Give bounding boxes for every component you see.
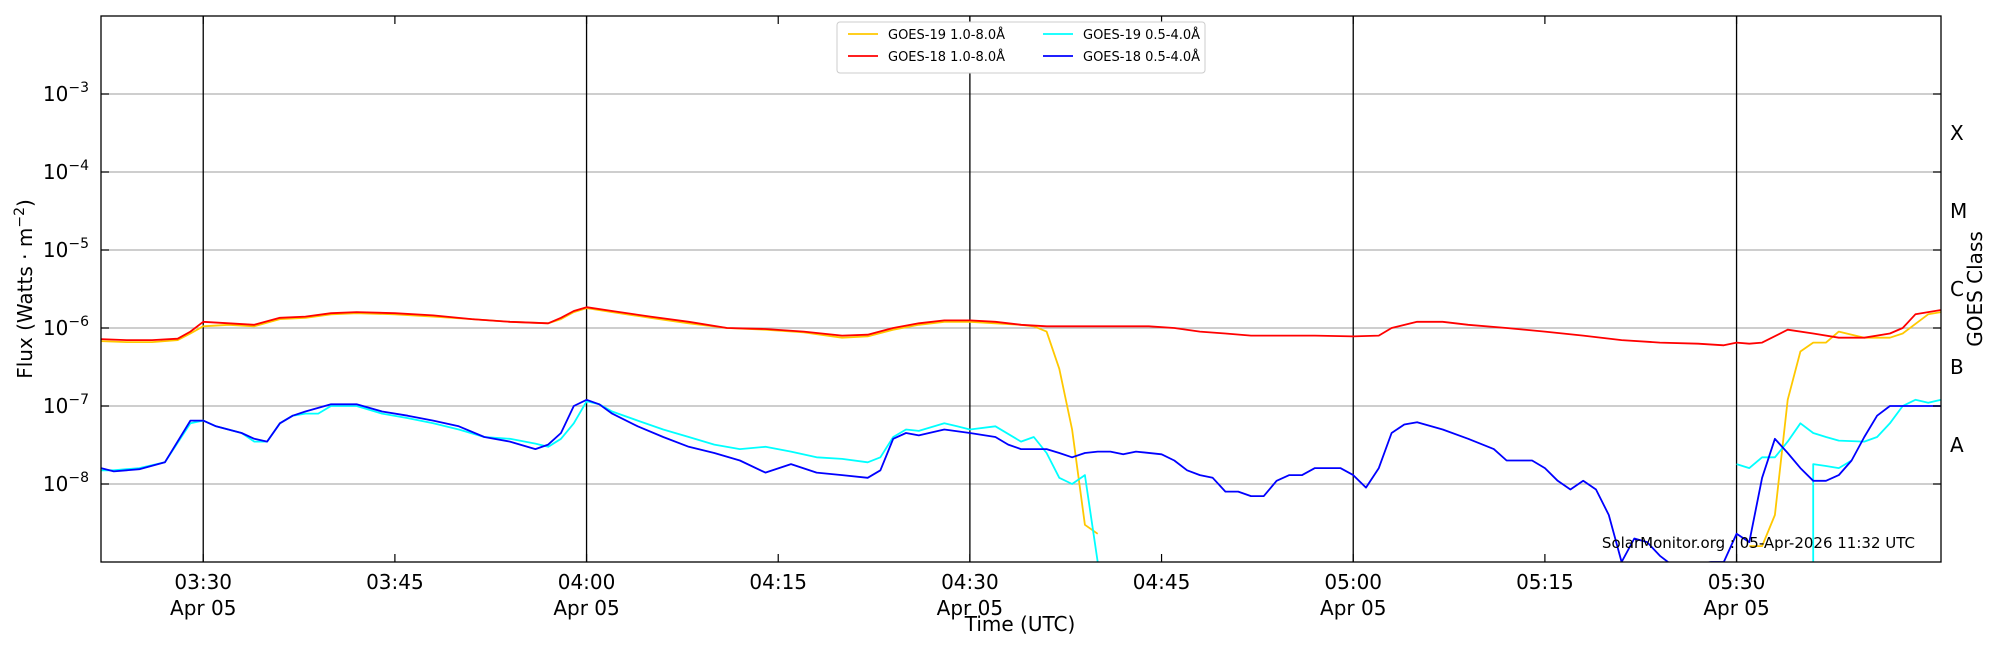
y-tick-label: 10−8 (43, 470, 89, 496)
legend-label: GOES-19 0.5-4.0Å (1083, 27, 1200, 43)
goes-class-label: X (1950, 121, 1964, 145)
x-tick-time-label: 03:45 (366, 570, 424, 594)
x-tick-date-label: Apr 05 (170, 596, 236, 620)
series-line-goes-18-0-5-4-0- (101, 398, 1941, 562)
horizontal-gridlines (101, 93, 1941, 485)
credit-text: SolarMonitor.org : 05-Apr-2026 11:32 UTC (1602, 534, 1915, 552)
goes-class-labels: A B C M X (1950, 121, 1967, 457)
x-tick-time-label: 05:30 (1708, 570, 1766, 594)
plot-frame (100, 15, 1942, 563)
series-lines (101, 306, 1941, 562)
y-axis-title: Flux (Watts · m−2) (12, 199, 37, 379)
x-tick-date-label: Apr 05 (937, 596, 1003, 620)
x-tick-time-label: 05:00 (1324, 570, 1382, 594)
x-tick-time-label: 03:30 (174, 570, 232, 594)
x-tick-time-label: 04:15 (749, 570, 807, 594)
x-tick-time-label: 04:45 (1133, 570, 1191, 594)
legend: GOES-19 1.0-8.0Å GOES-18 1.0-8.0Å GOES-19 … (836, 21, 1206, 74)
x-tick-time-label: 05:15 (1516, 570, 1574, 594)
x-tick-date-label: Apr 05 (1703, 596, 1769, 620)
x-tick-date-label: Apr 05 (553, 596, 619, 620)
goes-class-axis-title: GOES Class (1963, 231, 1987, 347)
legend-label: GOES-18 1.0-8.0Å (888, 49, 1005, 65)
goes-class-label: C (1950, 277, 1964, 301)
x-axis-title: Time (UTC) (964, 612, 1076, 636)
series-line-goes-18-1-0-8-0- (101, 306, 1941, 347)
legend-label: GOES-19 1.0-8.0Å (888, 27, 1005, 43)
y-axis-ticks: 10−8 10−7 10−6 10−5 10−4 10−3 (43, 80, 1941, 496)
series-line-goes-19-0-5-4-0--segment (1812, 459, 1853, 562)
legend-label: GOES-18 0.5-4.0Å (1083, 49, 1200, 65)
series-line-goes-19-1-0-8-0--segment (1749, 311, 1941, 547)
y-tick-label: 10−7 (43, 392, 89, 418)
goes-class-label: A (1950, 433, 1964, 457)
goes-class-label: M (1950, 199, 1967, 223)
y-tick-label: 10−5 (43, 236, 89, 262)
y-tick-label: 10−4 (43, 158, 89, 184)
x-tick-time-label: 04:00 (558, 570, 616, 594)
y-tick-label: 10−3 (43, 80, 89, 106)
goes-class-label: B (1950, 355, 1964, 379)
x-tick-date-label: Apr 05 (1320, 596, 1386, 620)
y-tick-label: 10−6 (43, 314, 89, 340)
plot-background (101, 16, 1941, 562)
x-tick-time-label: 04:30 (941, 570, 999, 594)
day-boundary-lines (202, 16, 1738, 562)
legend-box (836, 21, 1206, 74)
